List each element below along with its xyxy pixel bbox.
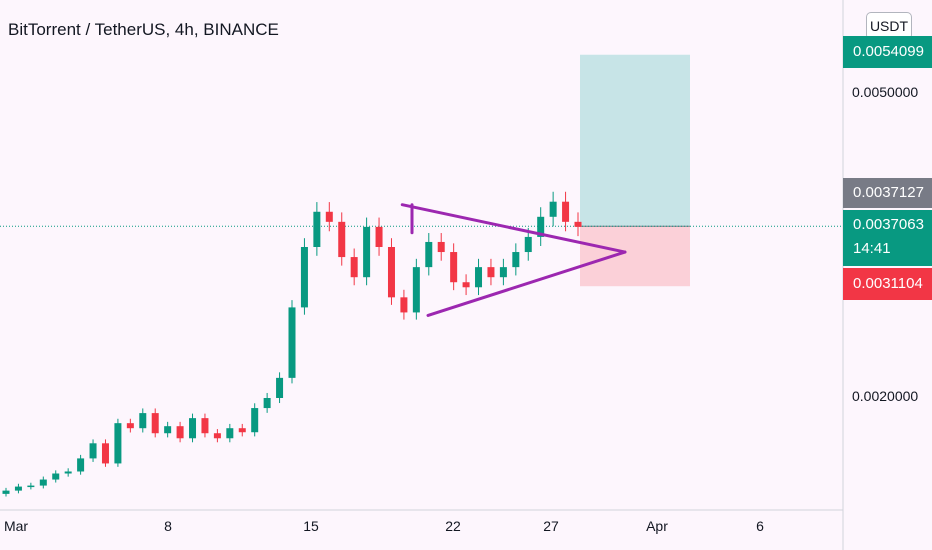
triangle-upper-line [400, 203, 627, 254]
candle-body [126, 423, 134, 429]
candle-body [350, 257, 358, 278]
candle-body [425, 241, 433, 268]
candle-body [14, 486, 22, 491]
chart-title: BitTorrent / TetherUS, 4h, BINANCE [8, 20, 279, 39]
last-price-badge: 0.0037063 14:41 [843, 210, 932, 266]
candle-body [300, 247, 308, 308]
x-tick-label: 8 [164, 518, 172, 534]
candle-body [151, 413, 159, 434]
profit-zone [580, 54, 690, 227]
candle-body [276, 377, 284, 398]
candle-body [238, 428, 246, 433]
candle-body [201, 418, 209, 434]
candle-body [226, 428, 234, 439]
candle-body [251, 408, 259, 433]
candle-body [2, 490, 10, 494]
x-tick-label: 15 [303, 518, 319, 534]
candle-body [487, 267, 495, 278]
candle-body [512, 252, 520, 268]
target-price-badge: 0.0054099 [843, 36, 932, 68]
candle-body [437, 241, 445, 253]
candle-body [313, 211, 321, 247]
candle-body [89, 443, 97, 459]
candle-body [412, 267, 420, 313]
candle-body [562, 201, 570, 222]
candle-body [400, 297, 408, 313]
x-tick-label: Apr [646, 518, 668, 534]
candle-body [213, 433, 221, 439]
candle-body [101, 443, 109, 464]
candle-body [450, 252, 458, 283]
candle-body [524, 236, 532, 253]
candle-body [325, 211, 333, 222]
x-tick-label: 27 [543, 518, 559, 534]
candle-body [537, 216, 545, 237]
y-tick-label: 0.0050000 [852, 84, 919, 100]
currency-scale-button[interactable]: USDT [866, 12, 912, 40]
triangle-lower-line [426, 250, 627, 317]
x-tick-label: 6 [756, 518, 764, 534]
candle-body [499, 267, 507, 278]
candle-body [27, 485, 35, 488]
candle-body [39, 479, 47, 486]
candle-body [363, 226, 371, 278]
candle-body [288, 307, 296, 378]
candle-body [176, 426, 184, 439]
candle-body [164, 426, 172, 434]
candle-body [375, 226, 383, 247]
candle-body [475, 267, 483, 288]
high-price-badge: 0.0037127 [843, 178, 932, 208]
loss-zone [580, 226, 690, 287]
stop-price-badge: 0.0031104 [843, 268, 932, 300]
candle-body [462, 282, 470, 288]
x-tick-label: Mar [4, 518, 28, 534]
last-price-value: 0.0037063 [853, 216, 924, 233]
candle-body [574, 221, 582, 227]
candle-body [139, 413, 147, 429]
candle-body [77, 458, 85, 472]
candle-body [64, 471, 72, 474]
candle-body [52, 473, 60, 480]
candle-body [387, 247, 395, 298]
x-tick-label: 22 [445, 518, 461, 534]
countdown-timer: 14:41 [853, 240, 891, 257]
candle-body [263, 398, 271, 409]
candle-body [549, 201, 557, 217]
candle-body [189, 418, 197, 439]
candle-body [338, 221, 346, 258]
y-tick-label: 0.0020000 [852, 388, 919, 404]
candle-body [114, 423, 122, 464]
